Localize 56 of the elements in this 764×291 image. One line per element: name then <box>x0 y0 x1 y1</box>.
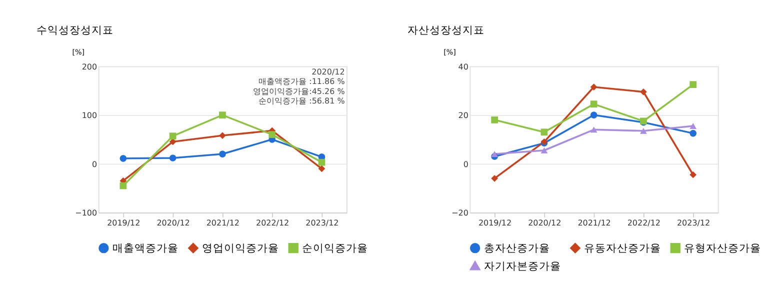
point <box>690 123 697 129</box>
legend-label: 영업이익증가율 <box>202 242 280 255</box>
legend-label: 순이익증가율 <box>302 242 368 255</box>
point <box>169 132 176 140</box>
x-tick-label: 2021/12 <box>578 218 611 228</box>
x-tick-label: 2021/12 <box>206 218 240 228</box>
y-tick-label: 200 <box>82 62 98 72</box>
legend-label: 자기자본증가율 <box>484 259 561 272</box>
point <box>268 131 276 138</box>
point <box>169 154 176 162</box>
annotation: 영업이익증가율:45.26 % <box>253 86 346 96</box>
x-tick-label: 2023/12 <box>676 218 710 228</box>
y-axis-title: [%] <box>72 47 85 56</box>
point <box>219 150 226 158</box>
y-tick-label: 40 <box>458 62 468 72</box>
x-tick-label: 2019/12 <box>478 218 512 228</box>
point <box>690 171 697 178</box>
point <box>590 100 598 108</box>
annotation: 매출액증가율 :11.86 % <box>258 77 346 86</box>
y-tick-label: 100 <box>82 111 98 120</box>
point <box>318 165 326 172</box>
point <box>640 88 647 96</box>
y-tick-label: 20 <box>458 111 468 120</box>
point <box>690 81 697 88</box>
point <box>120 154 127 162</box>
y-tick-label: −20 <box>452 208 468 218</box>
y-tick-label: −100 <box>75 208 98 218</box>
point <box>491 116 498 124</box>
point <box>640 128 647 134</box>
x-tick-label: 2020/12 <box>528 218 562 228</box>
point <box>491 151 498 158</box>
point <box>540 128 548 136</box>
legend-label: 총자산증가율 <box>484 242 550 255</box>
annotation: 2020/12 <box>312 67 345 76</box>
y-axis-title: [%] <box>444 47 456 56</box>
legend-label: 유동자산증가율 <box>584 242 662 255</box>
x-tick-label: 2022/12 <box>627 218 660 228</box>
point <box>318 158 326 166</box>
point <box>219 112 226 118</box>
chart-title: 자산성장성지표 <box>408 23 485 36</box>
y-tick-label: 0 <box>92 160 98 169</box>
annotation: 순이익증가율 :56.81 % <box>258 96 346 106</box>
x-tick-label: 2022/12 <box>256 218 290 228</box>
y-tick-label: 0 <box>463 160 468 169</box>
legend-label: 매출액증가율 <box>112 242 179 255</box>
point <box>590 84 598 90</box>
chart-title: 수익성장성지표 <box>36 23 114 36</box>
x-tick-label: 2023/12 <box>306 218 339 228</box>
legend-label: 유형자산증가율 <box>684 242 762 255</box>
x-tick-label: 2019/12 <box>107 218 140 228</box>
point <box>540 147 548 154</box>
x-tick-label: 2020/12 <box>156 218 190 228</box>
point <box>590 126 598 133</box>
point <box>590 112 598 118</box>
point <box>690 130 697 137</box>
point <box>491 174 498 182</box>
